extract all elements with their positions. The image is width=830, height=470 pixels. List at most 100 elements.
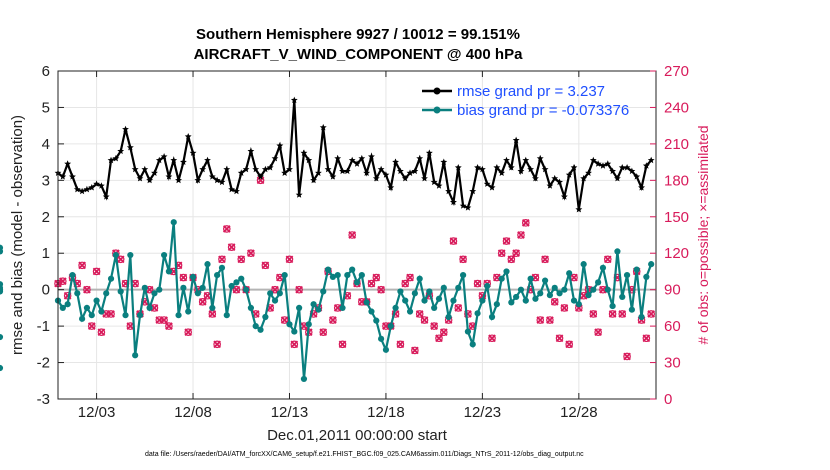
bias-point	[484, 282, 491, 290]
bias-point	[551, 284, 558, 291]
obs-assimilated-marker	[372, 273, 381, 282]
rmse-point	[411, 167, 419, 175]
x-axis: 12/03 12/08 12/13 12/18 12/23 12/28	[78, 71, 598, 421]
y-tick-label: 4	[42, 136, 50, 153]
obs-marker	[430, 322, 438, 330]
bias-point	[223, 312, 230, 319]
plot-frame	[57, 70, 657, 400]
bias-point	[127, 251, 134, 259]
obs-possible-marker	[603, 255, 612, 264]
rmse-point	[59, 173, 67, 180]
obs-assimilated-marker	[165, 322, 173, 330]
rmse-point	[310, 176, 317, 184]
rmse-point	[522, 156, 530, 164]
obs-assimilated-marker	[546, 316, 554, 324]
y2-tick-label: 30	[664, 355, 681, 372]
obs-possible-marker	[372, 273, 381, 282]
obs-assimilated-marker	[198, 297, 207, 306]
obs-marker	[78, 261, 86, 270]
bias-point	[291, 328, 298, 335]
obs-assimilated-marker	[594, 328, 602, 337]
bias-point	[286, 321, 293, 328]
obs-possible-marker	[541, 255, 549, 264]
rmse-point	[604, 160, 612, 167]
rmse-point	[397, 167, 404, 175]
rmse-point	[228, 185, 235, 193]
obs-assimilated-marker	[107, 310, 115, 318]
rmse-point	[261, 165, 269, 173]
obs-possible-marker	[218, 255, 226, 264]
rmse-point	[387, 184, 395, 191]
obs-assimilated-marker	[78, 261, 86, 270]
obs-possible-marker	[440, 328, 448, 336]
y-tick-label: -3	[37, 391, 50, 408]
obs-assimilated-marker	[439, 328, 448, 337]
bias-point	[426, 288, 433, 295]
obs-possible-marker	[517, 231, 525, 239]
bias-point	[334, 271, 341, 279]
bias-point	[324, 266, 332, 273]
bias-point	[628, 306, 635, 313]
bias-point	[0, 288, 4, 295]
obs-assimilated-marker	[521, 219, 530, 227]
obs-assimilated-marker	[329, 316, 337, 324]
obs-assimilated-marker	[642, 334, 651, 343]
obs-possible-marker	[329, 316, 337, 324]
bias-point	[185, 308, 192, 315]
obs-marker	[261, 261, 270, 270]
bias-point	[194, 290, 201, 297]
obs-marker	[285, 255, 294, 264]
legend-label: bias grand pr = -0.073376	[457, 102, 629, 119]
obs-possible-marker	[295, 285, 303, 294]
rmse-point	[570, 164, 578, 171]
obs-assimilated-marker	[92, 267, 101, 276]
bias-point	[546, 292, 554, 299]
bias-point	[604, 286, 611, 293]
obs-possible-marker	[232, 285, 241, 294]
obs-possible-marker	[184, 328, 193, 336]
obs-assimilated-marker	[367, 279, 376, 288]
y-tick-label: 0	[42, 282, 50, 299]
obs-marker	[589, 310, 598, 318]
rmse-point	[184, 133, 192, 140]
rmse-point	[556, 178, 563, 186]
bias-point	[387, 323, 394, 330]
y2-tick-label: 60	[664, 318, 681, 335]
obs-assimilated-marker	[58, 277, 67, 285]
rmse-point	[464, 204, 472, 211]
bias-point	[59, 304, 66, 311]
obs-marker	[247, 249, 255, 258]
bias-point	[160, 251, 168, 259]
bias-point	[373, 317, 380, 324]
obs-possible-marker	[449, 237, 458, 245]
bias-point	[633, 266, 640, 273]
bias-point	[493, 301, 500, 308]
obs-marker	[603, 255, 612, 264]
rmse-point	[353, 160, 361, 167]
x-tick-label: 12/28	[560, 404, 598, 421]
rmse-point	[498, 169, 506, 176]
obs-marker	[521, 219, 530, 227]
obs-assimilated-marker	[348, 231, 357, 239]
rmse-point	[401, 174, 409, 182]
rmse-point	[131, 165, 139, 173]
obs-assimilated-marker	[589, 310, 598, 318]
bias-point	[363, 299, 370, 306]
rmse-point	[623, 164, 631, 171]
obs-possible-marker	[198, 298, 207, 306]
bias-point	[527, 275, 534, 282]
bias-point	[276, 290, 283, 297]
y-tick-label: 2	[42, 209, 50, 226]
rmse-point	[546, 182, 554, 189]
bias-point	[136, 312, 144, 319]
rmse-point	[257, 173, 264, 180]
obs-assimilated-marker	[550, 297, 559, 306]
obs-marker	[116, 255, 125, 264]
rmse-point	[175, 176, 182, 184]
bias-point	[368, 308, 375, 315]
obs-possible-marker	[83, 285, 91, 294]
bias-point	[590, 286, 597, 293]
obs-marker	[618, 310, 627, 318]
y-tick-label: 3	[42, 172, 50, 189]
